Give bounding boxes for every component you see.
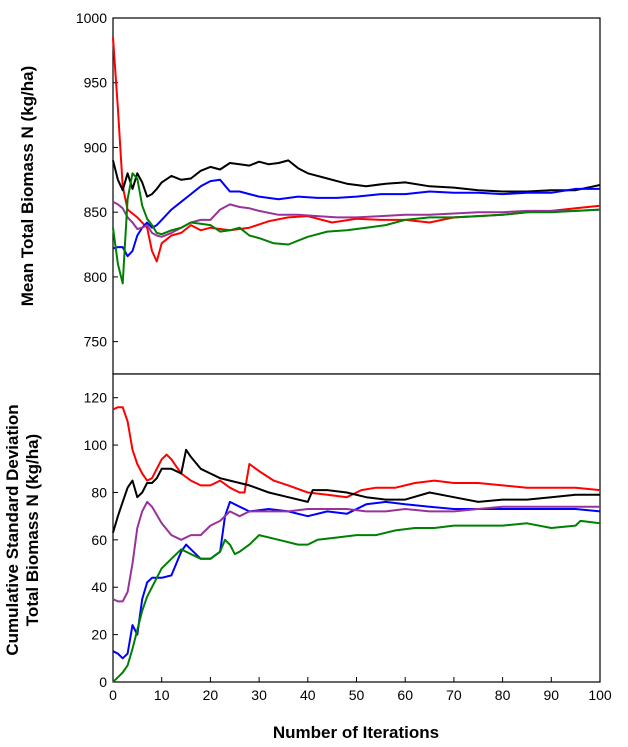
top-series-line-5 <box>112 172 601 285</box>
bottom-y-tick-label: 80 <box>91 484 107 500</box>
top-y-tick-label: 950 <box>84 75 108 91</box>
bottom-panel-frame <box>112 373 601 683</box>
x-tick-label: 80 <box>495 687 511 703</box>
x-tick-label: 40 <box>300 687 316 703</box>
top-y-axis-label: Mean Total Biomass N (kg/ha) <box>18 66 37 307</box>
x-tick-label: 10 <box>154 687 170 703</box>
x-tick-label: 0 <box>109 687 117 703</box>
bottom-series-line-2 <box>112 448 600 533</box>
bottom-series-line-5 <box>112 519 601 683</box>
bottom-y-axis-label-line-2: Total Biomass N (kg/ha) <box>23 434 42 626</box>
x-tick-label: 50 <box>349 687 365 703</box>
top-series-line-3 <box>112 178 600 258</box>
x-tick-label: 30 <box>251 687 267 703</box>
top-panel: 750 800 850 900 950 1000 Mean Total Biomass N… <box>18 10 601 375</box>
bottom-panel: 0 20 40 60 80 100 120 0 10 20 30 40 50 60 70 80 90 100 C… <box>3 373 612 742</box>
bottom-series-line-4 <box>112 500 600 603</box>
bottom-y-tick-label: 120 <box>84 390 108 406</box>
top-y-tick-label: 900 <box>84 139 108 155</box>
top-series-group <box>112 37 601 285</box>
x-tick-label: 90 <box>544 687 560 703</box>
bottom-y-tick-label: 20 <box>91 627 107 643</box>
top-series-line-2 <box>112 159 601 198</box>
top-y-tick-label: 750 <box>84 334 108 350</box>
top-series-line-4 <box>112 200 601 238</box>
bottom-series-group <box>112 406 601 683</box>
bottom-y-axis: 0 20 40 60 80 100 120 <box>84 390 118 690</box>
top-y-tick-label: 800 <box>84 269 108 285</box>
x-tick-label: 100 <box>588 687 612 703</box>
x-tick-label: 60 <box>397 687 413 703</box>
bottom-y-axis-label-line-1: Cumulative Standard Deviation <box>3 404 22 655</box>
bottom-y-tick-label: 40 <box>91 579 107 595</box>
top-y-tick-label: 850 <box>84 204 108 220</box>
x-tick-label: 20 <box>203 687 219 703</box>
bottom-series-line-1 <box>112 406 601 499</box>
bottom-y-tick-label: 0 <box>99 674 107 690</box>
top-y-axis: 750 800 850 900 950 1000 <box>76 10 118 350</box>
bottom-y-tick-label: 100 <box>84 437 108 453</box>
x-axis: 0 10 20 30 40 50 60 70 80 90 100 <box>109 677 612 703</box>
top-y-tick-label: 1000 <box>76 10 107 26</box>
bottom-y-tick-label: 60 <box>91 532 107 548</box>
x-axis-label: Number of Iterations <box>273 723 439 742</box>
bottom-series-line-3 <box>112 500 601 660</box>
x-tick-label: 70 <box>446 687 462 703</box>
